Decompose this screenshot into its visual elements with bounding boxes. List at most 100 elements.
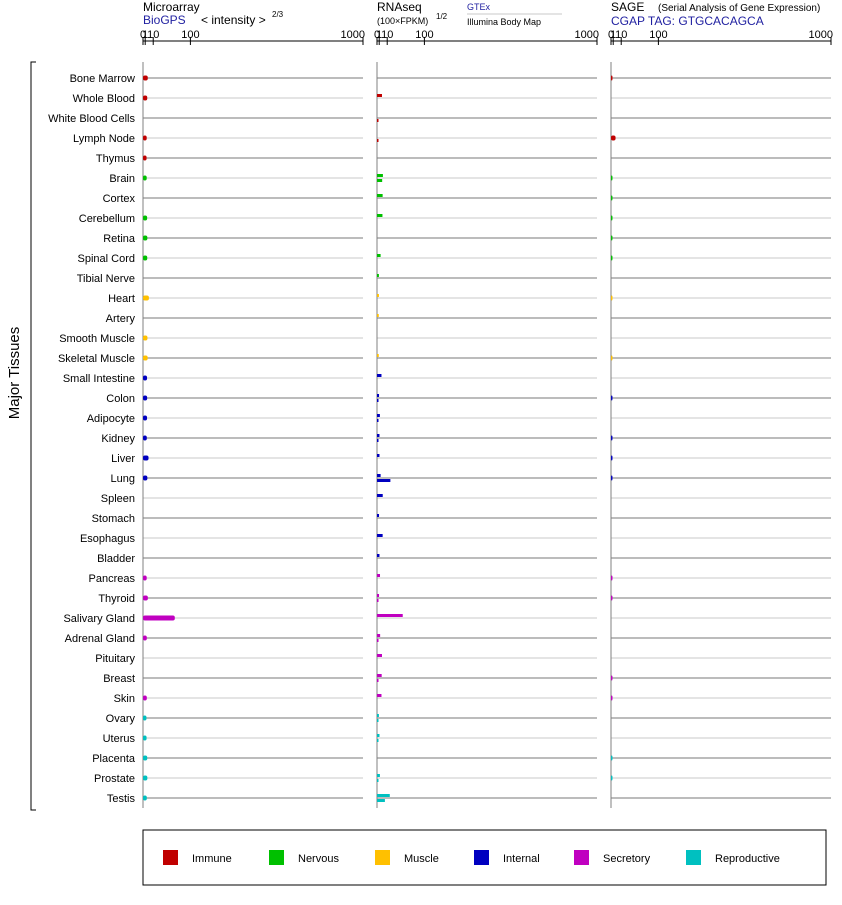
bar <box>611 575 613 581</box>
bar <box>143 335 148 341</box>
sage-title: SAGE <box>611 0 644 14</box>
bar <box>377 794 390 797</box>
bar <box>377 314 379 317</box>
tissue-label: Pituitary <box>95 653 135 665</box>
bar <box>377 654 382 657</box>
tissue-label: Kidney <box>101 433 135 445</box>
tissue-label: Retina <box>103 233 136 245</box>
bar <box>377 674 382 677</box>
axis-tick-label: 0 <box>374 29 380 41</box>
bar <box>143 155 147 161</box>
bar <box>143 595 148 601</box>
bar <box>377 254 381 257</box>
bar <box>611 435 613 441</box>
tissue-label: Colon <box>106 393 135 405</box>
sage-subtitle: CGAP TAG: GTGCACAGCA <box>611 14 764 28</box>
bar <box>377 639 379 642</box>
tissue-label: Bladder <box>97 553 135 565</box>
axis-tick-label: 0 <box>140 29 146 41</box>
bar <box>611 195 613 201</box>
tissue-label: Cortex <box>103 193 136 205</box>
bar <box>143 295 149 301</box>
tissue-label: Brain <box>109 173 135 185</box>
bar <box>143 215 148 221</box>
legend-label-reproductive: Reproductive <box>715 853 780 865</box>
bar <box>611 755 613 761</box>
bar <box>377 214 383 217</box>
bar <box>611 475 613 481</box>
bar <box>377 374 382 377</box>
bar <box>611 455 613 461</box>
bar <box>377 439 379 442</box>
bar <box>377 179 383 182</box>
bar <box>611 355 613 361</box>
bar <box>377 139 379 142</box>
microarray-axis-exponent: 2/3 <box>272 10 284 19</box>
bar <box>143 355 148 361</box>
tissue-label: Thymus <box>96 153 136 165</box>
bar <box>377 634 381 637</box>
tissue-label: Heart <box>108 293 135 305</box>
tissue-label: Skin <box>114 693 135 705</box>
legend-swatch-internal <box>474 850 489 865</box>
legend-swatch-nervous <box>269 850 284 865</box>
bar <box>377 694 382 697</box>
bar <box>377 174 383 177</box>
bar <box>377 599 379 602</box>
tissue-label: Bone Marrow <box>70 73 135 85</box>
bar <box>377 454 380 457</box>
bar <box>377 734 380 737</box>
bar <box>377 94 382 97</box>
tissue-label: Placenta <box>92 753 136 765</box>
bar <box>377 294 379 297</box>
sage-title-note: (Serial Analysis of Gene Expression) <box>658 3 820 14</box>
bar <box>143 795 147 801</box>
bar <box>377 119 379 122</box>
axis-tick-label: 10 <box>147 29 159 41</box>
axis-tick-label: 1 <box>142 29 148 41</box>
axis-tick-label: 100 <box>415 29 433 41</box>
tissue-label: Artery <box>106 313 136 325</box>
tissue-label: Breast <box>103 673 135 685</box>
axis-tick-label: 0 <box>608 29 614 41</box>
bar <box>143 75 148 81</box>
bar <box>611 255 613 261</box>
tissue-bracket <box>30 61 36 811</box>
bar <box>143 175 147 181</box>
legend-label-nervous: Nervous <box>298 853 339 865</box>
bar <box>143 695 147 701</box>
tissue-label: Spleen <box>101 493 135 505</box>
tissue-label: Lymph Node <box>73 133 135 145</box>
bar <box>377 479 391 482</box>
bar <box>143 775 148 781</box>
tissue-label: Skeletal Muscle <box>58 353 135 365</box>
tissue-label: Spinal Cord <box>78 253 135 265</box>
bar <box>611 775 613 781</box>
tissue-label: Adrenal Gland <box>65 633 135 645</box>
bar <box>377 739 379 742</box>
y-axis-title: Major Tissues <box>6 327 23 420</box>
legend-box <box>142 829 827 886</box>
bar <box>143 755 148 761</box>
bar <box>143 375 148 381</box>
bar <box>143 435 147 441</box>
legend-swatch-reproductive <box>686 850 701 865</box>
bar <box>143 475 148 481</box>
bar <box>143 415 148 421</box>
bar <box>377 774 380 777</box>
legend-swatch-immune <box>163 850 178 865</box>
bar <box>611 135 616 141</box>
tissue-label: Lung <box>111 473 135 485</box>
bar <box>143 255 148 261</box>
bar <box>377 354 379 357</box>
bar <box>143 615 175 621</box>
rnaseq-source-gtex: GTEx <box>467 2 491 12</box>
bar <box>377 679 379 682</box>
bar <box>143 395 148 401</box>
axis-tick-label: 100 <box>181 29 199 41</box>
bar <box>377 614 403 617</box>
legend-label-internal: Internal <box>503 853 540 865</box>
axis-tick-label: 100 <box>649 29 667 41</box>
axis-tick-label: 1 <box>376 29 382 41</box>
